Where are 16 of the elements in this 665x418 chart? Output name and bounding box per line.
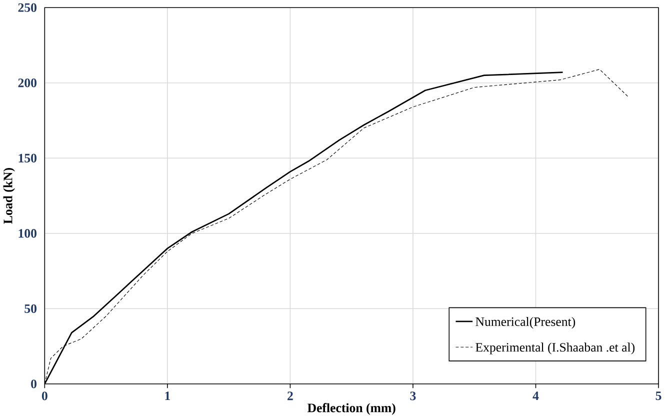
y-tick-label: 200 (18, 78, 36, 88)
legend-label: Numerical(Present) (476, 316, 576, 329)
x-tick-label: 4 (532, 392, 539, 400)
x-tick-label: 1 (165, 392, 170, 400)
legend-label: Experimental (I.Shaaban .et al) (476, 342, 635, 354)
y-tick-label: 100 (18, 229, 36, 238)
y-tick-label: 0 (31, 380, 36, 388)
x-axis-title: Deflection (mm) (308, 403, 396, 415)
x-tick-label: 3 (410, 392, 416, 400)
y-tick-label: 150 (18, 154, 36, 162)
x-tick-label: 0 (42, 392, 48, 400)
x-tick-label: 5 (656, 392, 662, 400)
x-tick-label: 2 (288, 392, 293, 400)
y-tick-label: 250 (18, 3, 36, 12)
y-axis-title: Load (kN) (3, 168, 15, 224)
y-tick-label: 50 (24, 304, 36, 313)
